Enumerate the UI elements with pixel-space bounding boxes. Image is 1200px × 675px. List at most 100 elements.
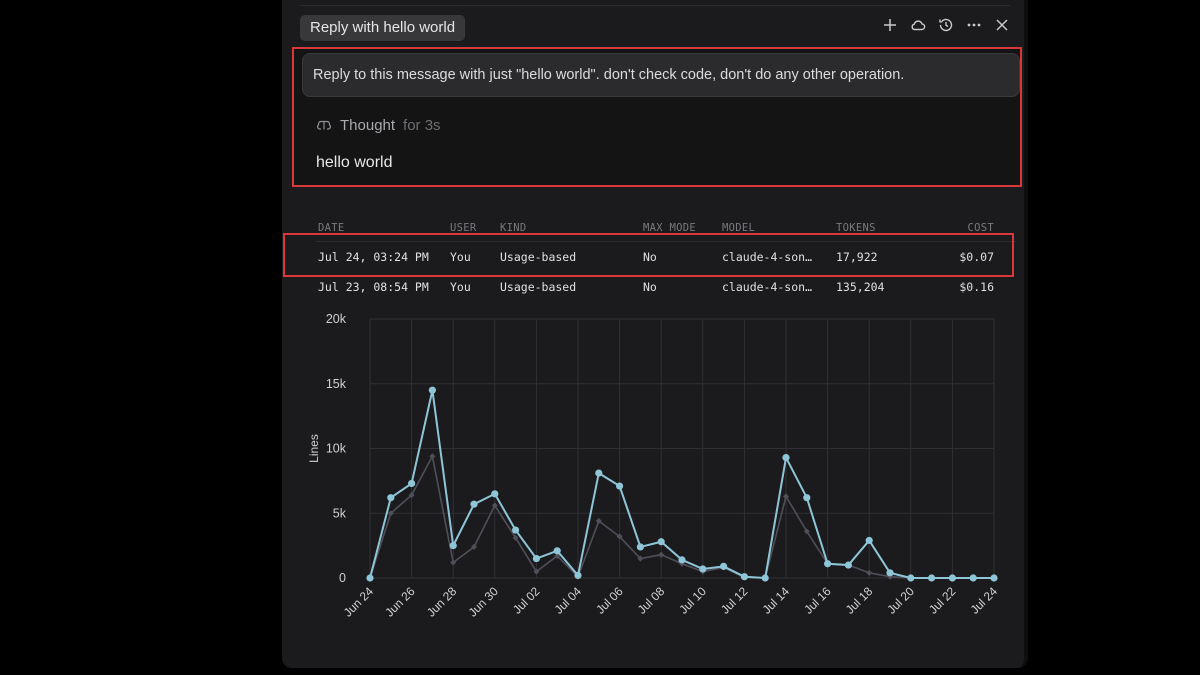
header-model: MODEL <box>722 222 756 234</box>
cell-user: You <box>450 250 471 264</box>
x-tick-label: Jul 04 <box>552 584 585 617</box>
panel-toolbar <box>882 17 1010 33</box>
close-icon[interactable] <box>994 17 1010 33</box>
x-tick-label: Jul 20 <box>884 584 917 617</box>
data-point <box>366 574 374 582</box>
data-point <box>637 555 644 562</box>
table-divider <box>316 241 1016 242</box>
x-tick-label: Jun 30 <box>466 584 502 620</box>
data-point <box>533 568 540 575</box>
cell-cost: $0.07 <box>959 250 994 264</box>
data-point <box>491 502 498 509</box>
more-icon[interactable] <box>966 17 982 33</box>
header-max-mode: MAX MODE <box>643 222 696 234</box>
cell-tokens: 135,204 <box>836 280 885 294</box>
data-point <box>387 510 394 517</box>
series-line <box>369 390 994 580</box>
data-point <box>512 534 519 541</box>
cell-cost: $0.16 <box>959 280 994 294</box>
thought-indicator[interactable]: Thought for 3s <box>316 117 441 134</box>
header-tokens: TOKENS <box>836 222 876 234</box>
cloud-icon[interactable] <box>910 17 926 33</box>
data-point <box>408 479 416 488</box>
cell-user: You <box>450 280 471 294</box>
data-point <box>491 490 499 498</box>
data-point <box>865 536 873 545</box>
data-point <box>782 453 790 462</box>
cell-max-mode: No <box>643 250 657 264</box>
usage-chart: 0 5k 10k 15k 20k Jun 24 Jun 26 Jun 28 Jun 30 Jul … <box>282 305 1028 665</box>
data-point <box>866 569 873 576</box>
data-point <box>657 538 665 546</box>
data-point <box>595 518 602 525</box>
y-tick-label: 20k <box>326 312 347 326</box>
x-tick-label: Jul 12 <box>718 584 751 617</box>
data-point <box>553 547 561 555</box>
y-tick-label: 0 <box>339 571 346 585</box>
conversation-highlight: Reply to this message with just "hello w… <box>292 47 1022 187</box>
data-point <box>699 565 707 573</box>
data-point <box>783 493 789 500</box>
chat-panel: Reply with hello world Reply to this mes… <box>282 0 1028 668</box>
data-point <box>907 574 915 582</box>
user-message[interactable]: Reply to this message with just "hello w… <box>302 53 1020 97</box>
y-tick-label: 5k <box>333 506 347 520</box>
data-point <box>450 559 457 566</box>
data-point <box>471 543 477 550</box>
data-point <box>824 560 832 568</box>
data-point <box>887 573 893 580</box>
x-tick-label: Jul 18 <box>843 584 876 617</box>
data-point <box>740 573 748 581</box>
data-point <box>574 571 582 580</box>
table-row-highlight <box>283 233 1014 277</box>
x-tick-label: Jul 24 <box>968 584 1001 617</box>
x-tick-label: Jun 24 <box>341 584 377 620</box>
header-cost: COST <box>967 222 994 234</box>
data-point <box>532 554 540 563</box>
chat-title-tab[interactable]: Reply with hello world <box>300 15 466 41</box>
thought-duration: for 3s <box>403 117 441 134</box>
header-kind: KIND <box>500 222 527 234</box>
cell-model: claude-4-son… <box>722 280 813 294</box>
data-point <box>948 574 957 582</box>
data-point <box>428 386 436 394</box>
history-icon[interactable] <box>938 17 954 33</box>
top-divider <box>300 5 1010 6</box>
brain-icon <box>317 120 331 130</box>
y-axis-label: Lines <box>307 434 321 463</box>
x-tick-label: Jul 14 <box>760 584 793 617</box>
plus-icon[interactable] <box>882 17 898 33</box>
data-point <box>595 469 603 477</box>
x-tick-label: Jul 06 <box>593 584 626 617</box>
x-tick-label: Jun 26 <box>382 584 418 620</box>
data-point <box>554 552 561 559</box>
table-row[interactable]: Jul 24, 03:24 PM You Usage-based No clau… <box>292 250 1022 280</box>
usage-table: DATE USER KIND MAX MODE MODEL TOKENS COS… <box>283 218 1022 294</box>
data-point <box>969 574 977 582</box>
header-date: DATE <box>318 222 345 234</box>
data-point <box>408 492 415 499</box>
x-tick-label: Jul 22 <box>926 584 959 617</box>
cell-kind: Usage-based <box>500 280 577 294</box>
data-point <box>886 569 894 577</box>
x-tick-label: Jul 10 <box>676 584 709 617</box>
cell-tokens: 17,922 <box>836 250 878 264</box>
data-point <box>449 542 457 550</box>
cell-model: claude-4-son… <box>722 250 813 264</box>
x-tick-label: Jun 28 <box>424 584 460 620</box>
y-tick-label: 10k <box>326 442 347 456</box>
table-row[interactable]: Jul 23, 08:54 PM You Usage-based No clau… <box>292 280 1022 310</box>
data-point <box>658 551 665 558</box>
data-point <box>803 494 811 502</box>
x-tick-label: Jul 02 <box>510 584 543 617</box>
assistant-response: hello world <box>316 154 393 171</box>
header-user: USER <box>450 222 477 234</box>
cell-date: Jul 24, 03:24 PM <box>318 250 429 264</box>
data-point <box>616 482 624 490</box>
data-point <box>990 574 998 582</box>
data-point <box>761 574 769 582</box>
x-tick-label: Jul 16 <box>801 584 834 617</box>
data-point <box>387 494 395 502</box>
y-tick-label: 15k <box>326 377 347 391</box>
